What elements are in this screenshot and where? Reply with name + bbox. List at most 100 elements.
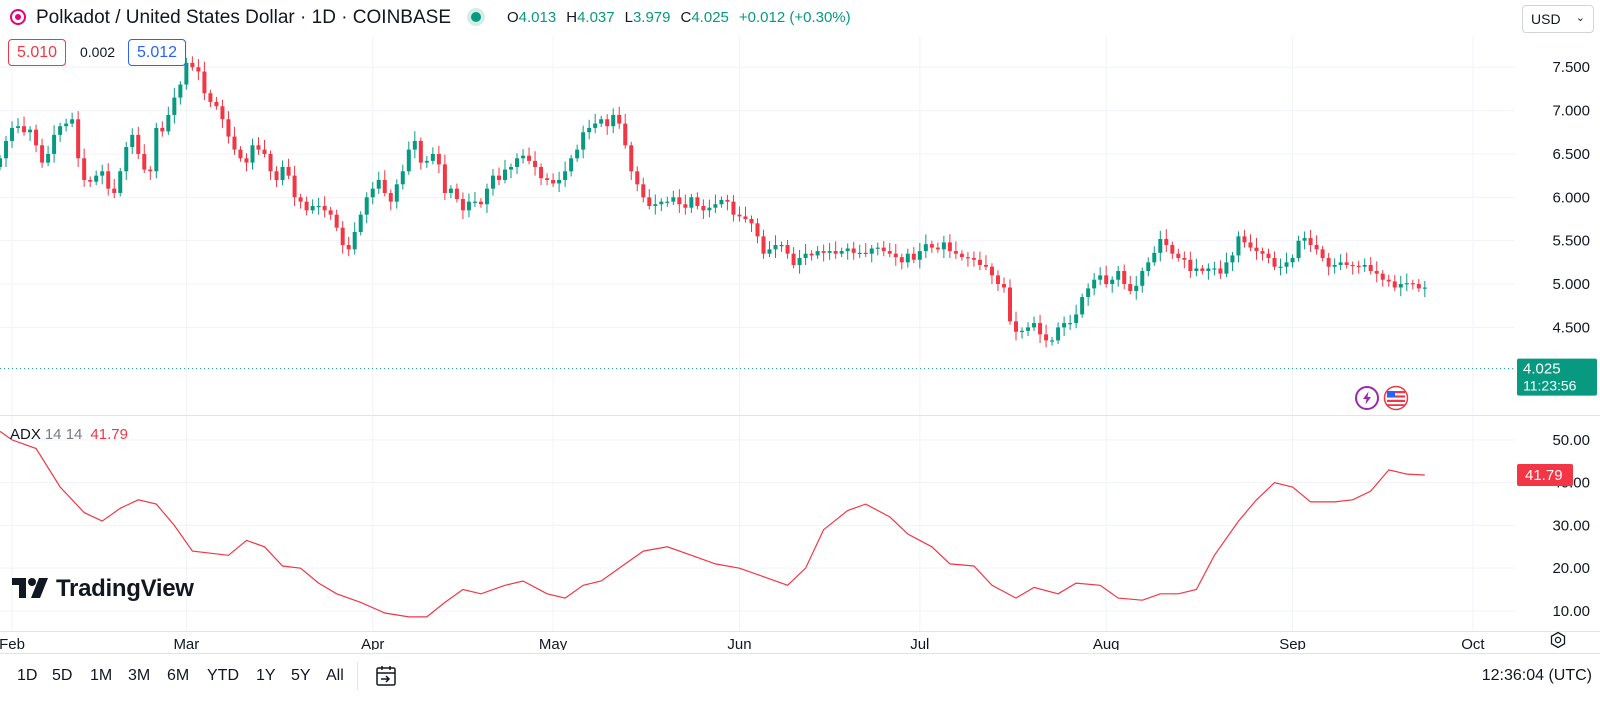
time-axis-label: Mar [173, 636, 199, 650]
range-button-ytd[interactable]: YTD [207, 667, 239, 684]
candle-body [262, 149, 267, 154]
sell-price-button[interactable]: 5.010 [8, 39, 67, 66]
candle-body [527, 155, 532, 161]
candle-body [1092, 279, 1097, 289]
candlestick-candle [1056, 322, 1061, 344]
candlestick-candle [503, 159, 507, 184]
price-axis-label: 5.000 [1552, 276, 1590, 293]
candle-body [1032, 323, 1037, 328]
candlestick-candle [304, 196, 309, 216]
range-button-3m[interactable]: 3M [128, 667, 151, 684]
candle-body [1248, 242, 1253, 248]
candle-body [250, 145, 255, 163]
candle-body [232, 136, 237, 150]
candle-body [1236, 236, 1241, 256]
candlestick-candle [46, 145, 51, 167]
candlestick-candle [448, 185, 453, 199]
candlestick-candle [1374, 261, 1379, 283]
candlestick-candle [346, 236, 351, 257]
candlestick-candle [539, 163, 544, 186]
us-flag-icon[interactable] [1383, 385, 1409, 411]
candle-body [196, 67, 201, 72]
adx-axis-label: 50.00 [1552, 432, 1590, 449]
candlestick-candle [1014, 311, 1019, 341]
candlestick-candle [460, 192, 465, 219]
candle-body [172, 97, 177, 115]
candlestick-candle [833, 241, 838, 259]
candlestick-candle [773, 235, 778, 259]
ohlc-open-value: 4.013 [518, 9, 557, 26]
candlestick-candle [737, 206, 742, 222]
candle-body [1134, 285, 1139, 291]
candlestick-candle [394, 179, 399, 209]
time-axis[interactable]: Feb Mar Apr May Jun Jul Aug Sep Oct [0, 636, 1485, 650]
candle-body [214, 101, 219, 107]
candle-body [1350, 264, 1355, 267]
utc-clock[interactable]: 12:36:04 (UTC) [1481, 667, 1592, 684]
adx-legend-params: 14 14 [44, 426, 83, 443]
candle-body [1422, 287, 1427, 289]
candle-body [1020, 330, 1025, 333]
candlestick-candle [665, 196, 670, 207]
range-button-6m[interactable]: 6M [167, 667, 190, 684]
candle-body [611, 114, 616, 127]
symbol-title[interactable]: Polkadot / United States Dollar · 1D · C… [36, 7, 451, 28]
candle-body [256, 145, 261, 150]
candlestick-candle [1080, 293, 1085, 318]
candlestick-candle [551, 173, 556, 187]
candlestick-candle [1074, 304, 1079, 329]
candle-body [929, 244, 934, 248]
candle-body [346, 245, 351, 250]
candlestick-candle [64, 118, 69, 132]
buy-price-button[interactable]: 5.012 [128, 39, 187, 66]
chart-canvas[interactable]: 4.500 5.000 5.500 6.000 6.500 7.000 7.500 10.0… [0, 0, 1600, 650]
range-button-all[interactable]: All [326, 667, 344, 684]
candle-body [436, 153, 441, 165]
candlestick-candle [641, 177, 646, 203]
candle-body [1110, 279, 1115, 285]
candlestick-candle [1362, 258, 1367, 272]
time-axis-label: Sep [1279, 636, 1306, 650]
candle-body [845, 248, 850, 252]
calendar-goto-icon[interactable] [374, 664, 398, 688]
candlestick-candle [1320, 245, 1325, 262]
candlestick-candle [605, 114, 610, 135]
price-axis[interactable]: 4.500 5.000 5.500 6.000 6.500 7.000 7.500 [1552, 59, 1590, 336]
time-axis-label: Aug [1093, 636, 1120, 650]
candle-body [563, 171, 568, 180]
range-button-1y[interactable]: 1Y [256, 667, 276, 684]
candlestick-candle [88, 176, 93, 187]
candlestick-candle [1248, 234, 1253, 252]
gear-icon[interactable] [1549, 631, 1567, 649]
candlestick-candle [196, 59, 201, 81]
candle-body [911, 253, 916, 260]
adx-legend[interactable]: ADX 14 14 41.79 [10, 426, 128, 443]
candle-body [1116, 271, 1121, 280]
price-axis-label: 6.000 [1552, 189, 1590, 206]
spread-value: 0.002 [80, 44, 116, 60]
candlestick-candle [232, 126, 237, 155]
bottom-toolbar: 1D 5D 1M 3M 6M YTD 1Y 5Y All 12:36:04 (U… [0, 653, 1600, 702]
candle-body [761, 236, 766, 254]
candlestick-candle [490, 169, 495, 196]
candlestick-candle [809, 250, 814, 261]
currency-select[interactable]: USD ⌄ [1522, 5, 1594, 33]
range-button-1m[interactable]: 1M [90, 667, 113, 684]
candle-body [635, 171, 640, 185]
candle-body [328, 210, 333, 215]
candlestick-candle [436, 145, 441, 174]
candle-body [1332, 264, 1337, 267]
candlestick-candle [695, 192, 700, 210]
candle-body [112, 188, 117, 193]
range-button-1d[interactable]: 1D [17, 667, 38, 684]
range-button-5y[interactable]: 5Y [291, 667, 311, 684]
lightning-icon[interactable] [1355, 386, 1379, 410]
candle-body [1001, 284, 1006, 288]
candle-body [376, 179, 381, 189]
range-button-5d[interactable]: 5D [52, 667, 73, 684]
candle-body [899, 257, 904, 263]
candle-body [22, 126, 27, 133]
candlestick-candle [521, 149, 526, 164]
candle-body [599, 119, 604, 124]
